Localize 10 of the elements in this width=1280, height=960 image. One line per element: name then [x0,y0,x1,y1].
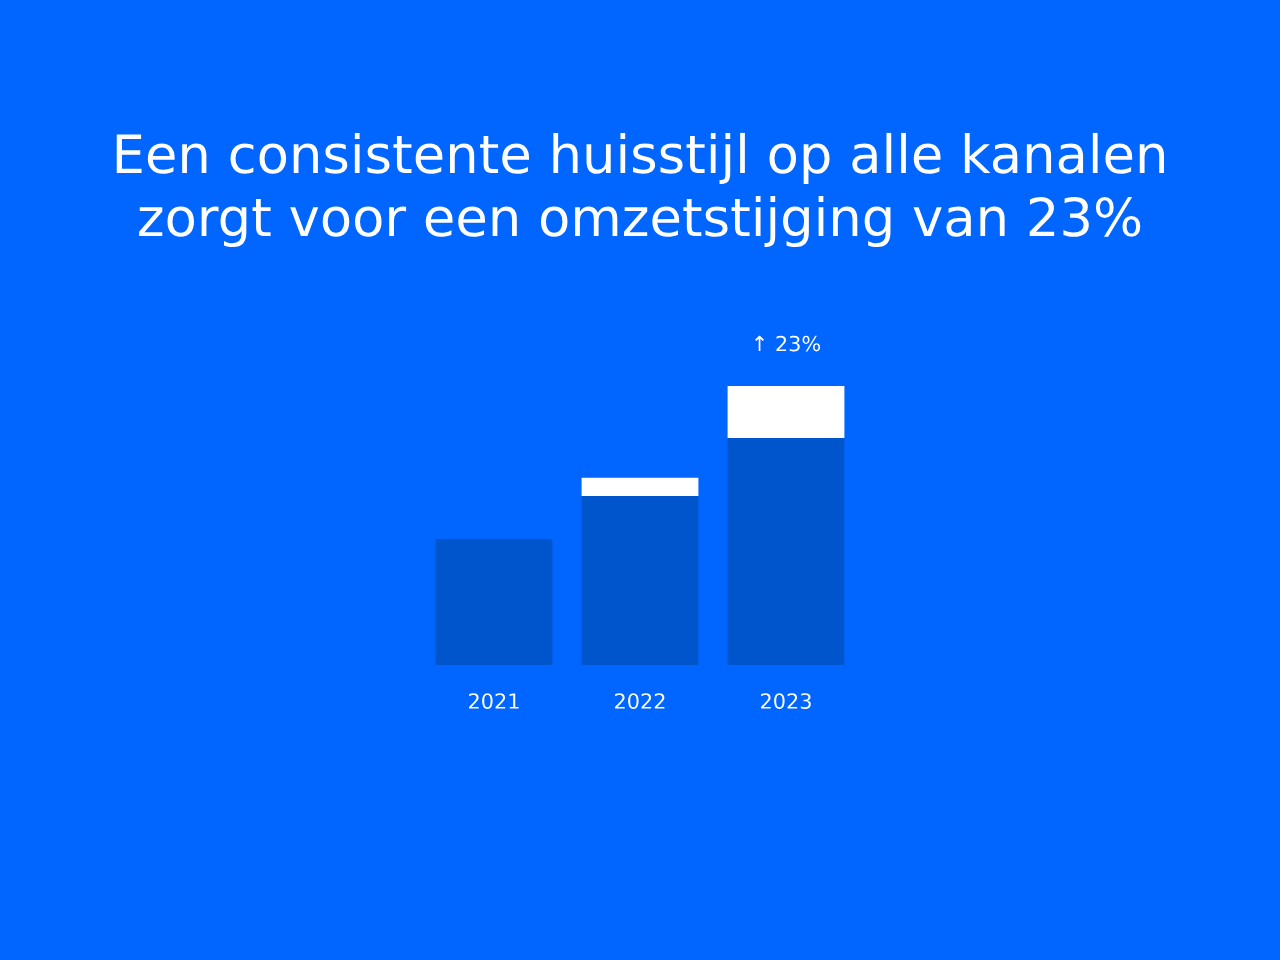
x-tick-label: 2023 [761,693,811,709]
annotation: ↑ 23% [755,335,821,352]
chart-title: Een consistente huisstijl op alle kanalen zorgt voor een omzetstijging van 23% [116,132,1164,248]
x-tick-label: 2021 [469,693,519,709]
bar [727,386,845,438]
bar [435,538,553,665]
x-tick-label: 2022 [615,693,665,709]
bar [727,437,845,665]
bar [581,477,699,496]
bar [581,495,699,665]
